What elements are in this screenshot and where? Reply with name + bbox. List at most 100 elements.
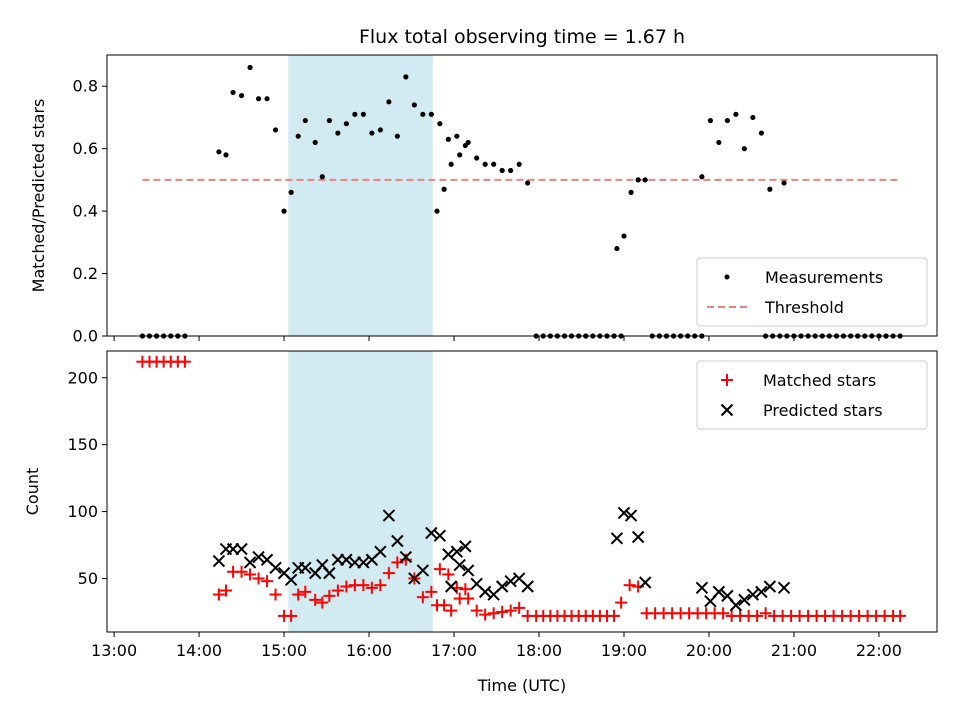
matched-legend-marker	[721, 374, 733, 386]
bottom-legend: Matched stars Predicted stars	[696, 360, 928, 430]
measurement-point	[733, 111, 739, 117]
measurement-point	[454, 133, 460, 139]
measurement-point	[621, 233, 627, 239]
measurement-point	[750, 114, 756, 121]
matched-star-point	[459, 583, 472, 596]
matched-star-point	[292, 588, 305, 601]
matched-star-point	[323, 589, 336, 602]
x-tick-label-5: 18:00	[516, 641, 562, 660]
measurement-point	[448, 161, 454, 167]
matched-star-point	[235, 565, 248, 578]
matched-star-point	[894, 609, 907, 622]
matched-star-point	[425, 585, 438, 598]
matched-star-point	[462, 592, 475, 605]
predicted-legend-x	[720, 403, 734, 417]
predicted-star-point	[450, 545, 464, 558]
measurement-point	[428, 111, 434, 117]
bottom-axes-frame	[106, 350, 938, 633]
matched-star-point	[285, 609, 298, 622]
predicted-star-point	[444, 580, 458, 593]
matched-star-point	[316, 596, 329, 609]
predicted-star-point	[729, 599, 743, 612]
predicted-star-point	[746, 588, 760, 601]
bottom-ytick-label-0: 50	[78, 569, 98, 588]
measurement-point	[247, 64, 253, 71]
predicted-star-point	[374, 545, 387, 558]
x-tick-label-7: 20:00	[686, 641, 732, 660]
top-ytick-label-1: 0.2	[73, 264, 98, 283]
predicted-star-point	[495, 580, 509, 593]
measurement-point	[238, 92, 245, 99]
matched-star-point	[357, 579, 370, 592]
predicted-star-point	[763, 580, 777, 593]
x-tick-label-0: 13:00	[91, 641, 137, 660]
measurement-point	[295, 133, 301, 139]
chart-title: Flux total observing time = 1.67 h	[359, 26, 685, 48]
predicted-star-point	[433, 529, 447, 542]
matched-star-point	[340, 580, 353, 593]
measurement-point	[767, 186, 773, 192]
measurement-point	[386, 99, 392, 105]
measurement-point	[716, 139, 722, 146]
matched-star-point	[504, 604, 517, 617]
predicted-star-point	[399, 550, 413, 564]
top-ytick-label-0: 0.0	[73, 327, 98, 346]
measurement-point	[614, 245, 620, 252]
measurement-point	[441, 186, 447, 192]
predicted-star-point	[712, 585, 726, 599]
legend-measurements: Measurements	[765, 268, 883, 287]
measurement-point	[319, 174, 325, 180]
top-axes-frame	[106, 54, 938, 337]
matched-star-point	[438, 599, 451, 612]
predicted-star-point	[738, 593, 751, 607]
x-tick-label-4: 17:00	[431, 641, 477, 660]
measurement-point	[508, 167, 514, 174]
predicted-star-point	[478, 585, 492, 599]
predicted-star-point	[235, 542, 248, 556]
measurement-point	[516, 161, 522, 167]
measurement-point	[223, 152, 229, 158]
x-tick-label-8: 21:00	[771, 641, 817, 660]
matched-star-point	[751, 609, 764, 622]
top-legend: Measurements Threshold	[696, 257, 928, 327]
measurement-point	[482, 161, 488, 167]
legend-matched-stars: Matched stars	[763, 371, 876, 390]
predicted-star-point	[610, 532, 624, 545]
measurement-point	[335, 130, 341, 136]
matched-star-point	[442, 568, 455, 581]
predicted-star-point	[631, 530, 645, 544]
measurement-point	[326, 117, 332, 124]
measurement-point	[216, 149, 222, 155]
counts-panel: 50 100 150 200 13:00 14:00 15:00 16:00 17:00 18:…	[23, 350, 938, 695]
matched-star-point	[623, 579, 636, 592]
measurement-point	[302, 117, 308, 124]
observing-interval-shade-bottom	[288, 351, 433, 632]
predicted-star-point	[461, 564, 475, 577]
measurement-point	[642, 177, 648, 183]
measurement-point	[377, 127, 383, 133]
bottom-ytick-label-1: 100	[67, 502, 98, 521]
matched-star-point	[487, 607, 500, 620]
predicted-star-point	[504, 574, 517, 588]
measurement-point	[699, 174, 705, 180]
measurement-point	[264, 96, 270, 102]
predicted-star-point	[323, 566, 336, 580]
matched-star-point	[269, 588, 282, 601]
measurement-point	[758, 130, 764, 136]
top-ytick-label-4: 0.8	[73, 77, 98, 96]
bottom-y-axis-label: Count	[23, 468, 42, 516]
measurement-point	[474, 155, 480, 161]
measurements-panel: 0.0 0.2 0.4 0.6 0.8 Flux total observing tim…	[29, 26, 938, 346]
matched-star-point	[496, 605, 509, 618]
predicted-star-point	[416, 564, 430, 577]
measurement-point	[525, 180, 531, 186]
predicted-star-point	[639, 576, 652, 589]
measurement-point	[499, 167, 505, 174]
measurement-point	[628, 189, 634, 195]
measurement-point	[352, 111, 358, 117]
measurement-point	[724, 117, 730, 124]
matched-star-point	[252, 572, 265, 585]
predicted-star-point	[382, 509, 396, 522]
predicted-star-point	[442, 548, 455, 561]
measurement-point	[635, 177, 641, 183]
